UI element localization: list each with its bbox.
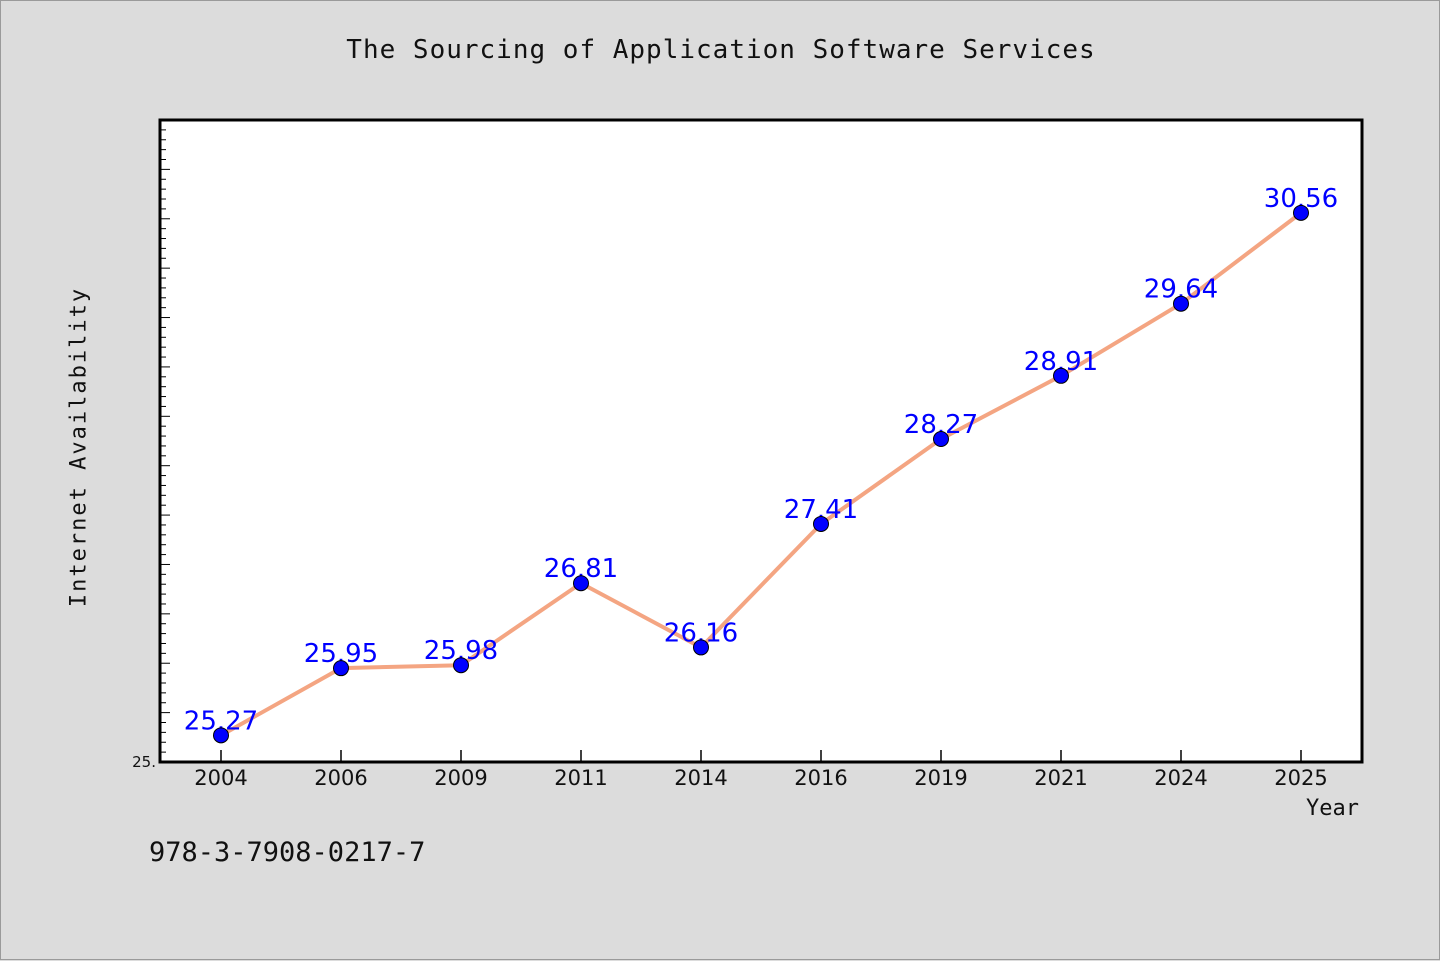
data-point bbox=[693, 639, 709, 656]
x-axis-label: Year bbox=[1306, 796, 1359, 821]
data-point bbox=[573, 575, 589, 592]
footer-code: 978-3-7908-0217-7 bbox=[149, 837, 426, 868]
x-tick-label: 2006 bbox=[314, 766, 367, 790]
data-point bbox=[1053, 367, 1069, 384]
x-tick-label: 2014 bbox=[674, 766, 727, 790]
x-tick-label: 2016 bbox=[794, 766, 847, 790]
data-point bbox=[213, 727, 229, 744]
x-tick-label: 2025 bbox=[1274, 766, 1327, 790]
x-tick-label: 2019 bbox=[914, 766, 967, 790]
x-axis-ticks: 2004 2006 2009 2011 2014 2016 2019 2021 2024 2025 bbox=[194, 750, 1328, 790]
plot-area bbox=[158, 118, 1364, 764]
y-tick-label: 25. bbox=[132, 753, 156, 771]
x-tick-label: 2024 bbox=[1154, 766, 1207, 790]
data-point bbox=[1173, 295, 1189, 312]
chart-title: The Sourcing of Application Software Ser… bbox=[346, 35, 1096, 65]
x-tick-label: 2004 bbox=[194, 766, 247, 790]
data-markers bbox=[213, 204, 1309, 744]
data-point bbox=[453, 657, 469, 674]
x-tick-label: 2009 bbox=[434, 766, 487, 790]
data-point bbox=[333, 660, 349, 677]
series-line bbox=[220, 211, 1303, 738]
y-axis-label: Internet Availability bbox=[66, 286, 92, 608]
x-tick-label: 2021 bbox=[1034, 766, 1087, 790]
data-point bbox=[813, 515, 829, 532]
x-tick-label: 2011 bbox=[554, 766, 607, 790]
data-point bbox=[1293, 204, 1309, 221]
data-point bbox=[933, 431, 949, 448]
y-axis-ticks: 25. bbox=[132, 129, 170, 771]
